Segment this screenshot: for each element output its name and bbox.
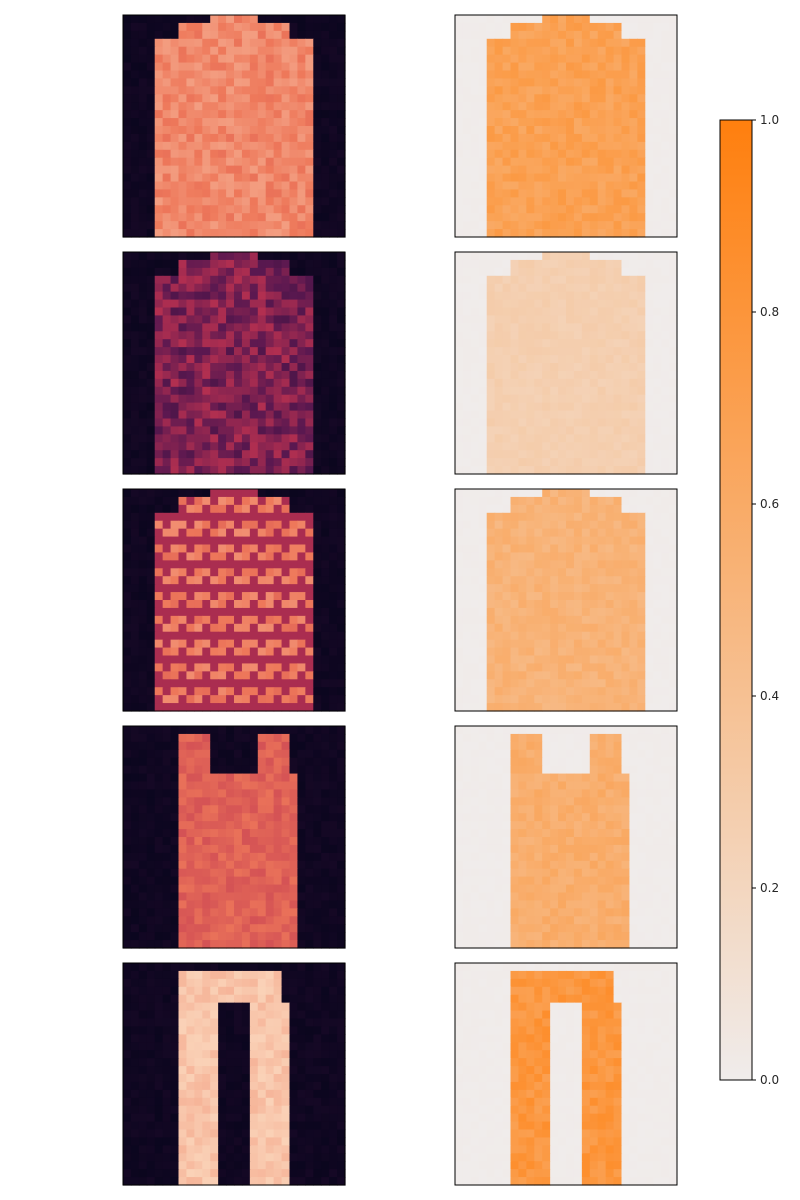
panel-frame (454, 962, 678, 1186)
panel-frame (122, 725, 346, 949)
input-image-trouser (122, 962, 346, 1186)
input-image-tank-top (122, 725, 346, 949)
colorbar-tick-label: 0.0 (760, 1073, 779, 1087)
colorbar-tick-label: 0.6 (760, 497, 779, 511)
input-image-shirt (122, 251, 346, 475)
input-image-pullover (122, 14, 346, 238)
panel-frame (122, 488, 346, 712)
panel-frame (454, 725, 678, 949)
reconstruction-image-shirt (454, 251, 678, 475)
colorbar-tick-label: 0.4 (760, 689, 779, 703)
reconstruction-image-tank-top (454, 725, 678, 949)
panel-frame (122, 251, 346, 475)
panel-frame (454, 488, 678, 712)
colorbar-ticks: 0.0 0.2 0.4 0.6 0.8 1.0 (752, 113, 779, 1087)
colorbar-gradient (719, 119, 753, 1081)
colorbar: 0.0 0.2 0.4 0.6 0.8 1.0 (719, 113, 779, 1087)
reconstruction-image-pullover (454, 14, 678, 238)
panel-frame (122, 14, 346, 238)
panel-frame (122, 962, 346, 1186)
reconstruction-images-column (454, 14, 678, 1186)
panel-frame (454, 251, 678, 475)
colorbar-tick-label: 0.8 (760, 305, 779, 319)
reconstruction-image-trouser (454, 962, 678, 1186)
colorbar-tick-label: 0.2 (760, 881, 779, 895)
reconstruction-image-plaid-shirt (454, 488, 678, 712)
colorbar-tick-label: 1.0 (760, 113, 779, 127)
input-images-column (122, 14, 346, 1186)
input-image-plaid-shirt (122, 488, 346, 712)
panel-frame (454, 14, 678, 238)
